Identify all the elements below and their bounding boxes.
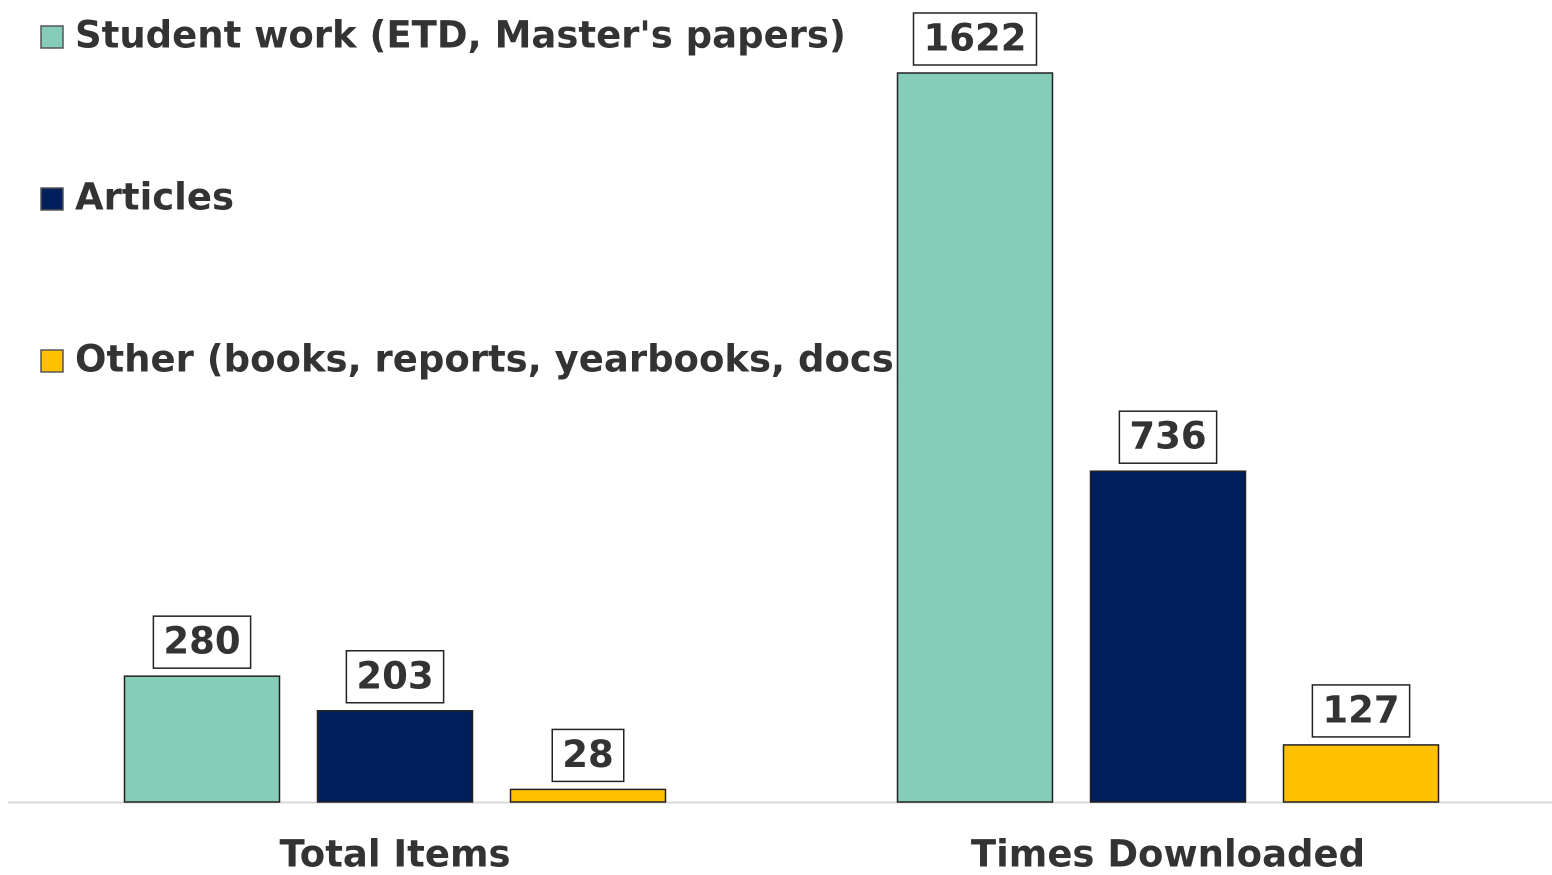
bar [1089, 470, 1247, 803]
data-label-box [1311, 684, 1411, 738]
bar [896, 72, 1054, 803]
data-label-box [345, 650, 445, 704]
data-label: 127 [1322, 688, 1399, 731]
data-label-box [1118, 410, 1218, 464]
legend-label: Student work (ETD, Master's papers) [75, 14, 846, 57]
legend-label: Articles [75, 176, 234, 219]
x-tick-label: Total Items [279, 833, 510, 875]
bar [1282, 744, 1440, 803]
x-tick-label: Times Downloaded [971, 833, 1365, 875]
data-label-box [551, 728, 625, 783]
data-label: 28 [562, 733, 614, 776]
bar [316, 710, 474, 803]
data-label: 203 [356, 654, 433, 697]
data-label-box [912, 12, 1038, 66]
legend-label: Other (books, reports, yearbooks, docs) [75, 338, 911, 381]
legend-swatch [40, 25, 64, 49]
data-label: 280 [163, 620, 240, 663]
data-label: 736 [1129, 415, 1206, 458]
bar [123, 675, 281, 803]
data-label-box [152, 615, 252, 669]
legend-swatch [40, 187, 64, 211]
bar [509, 788, 667, 803]
data-label: 1622 [924, 17, 1027, 60]
legend-swatch [40, 349, 64, 373]
